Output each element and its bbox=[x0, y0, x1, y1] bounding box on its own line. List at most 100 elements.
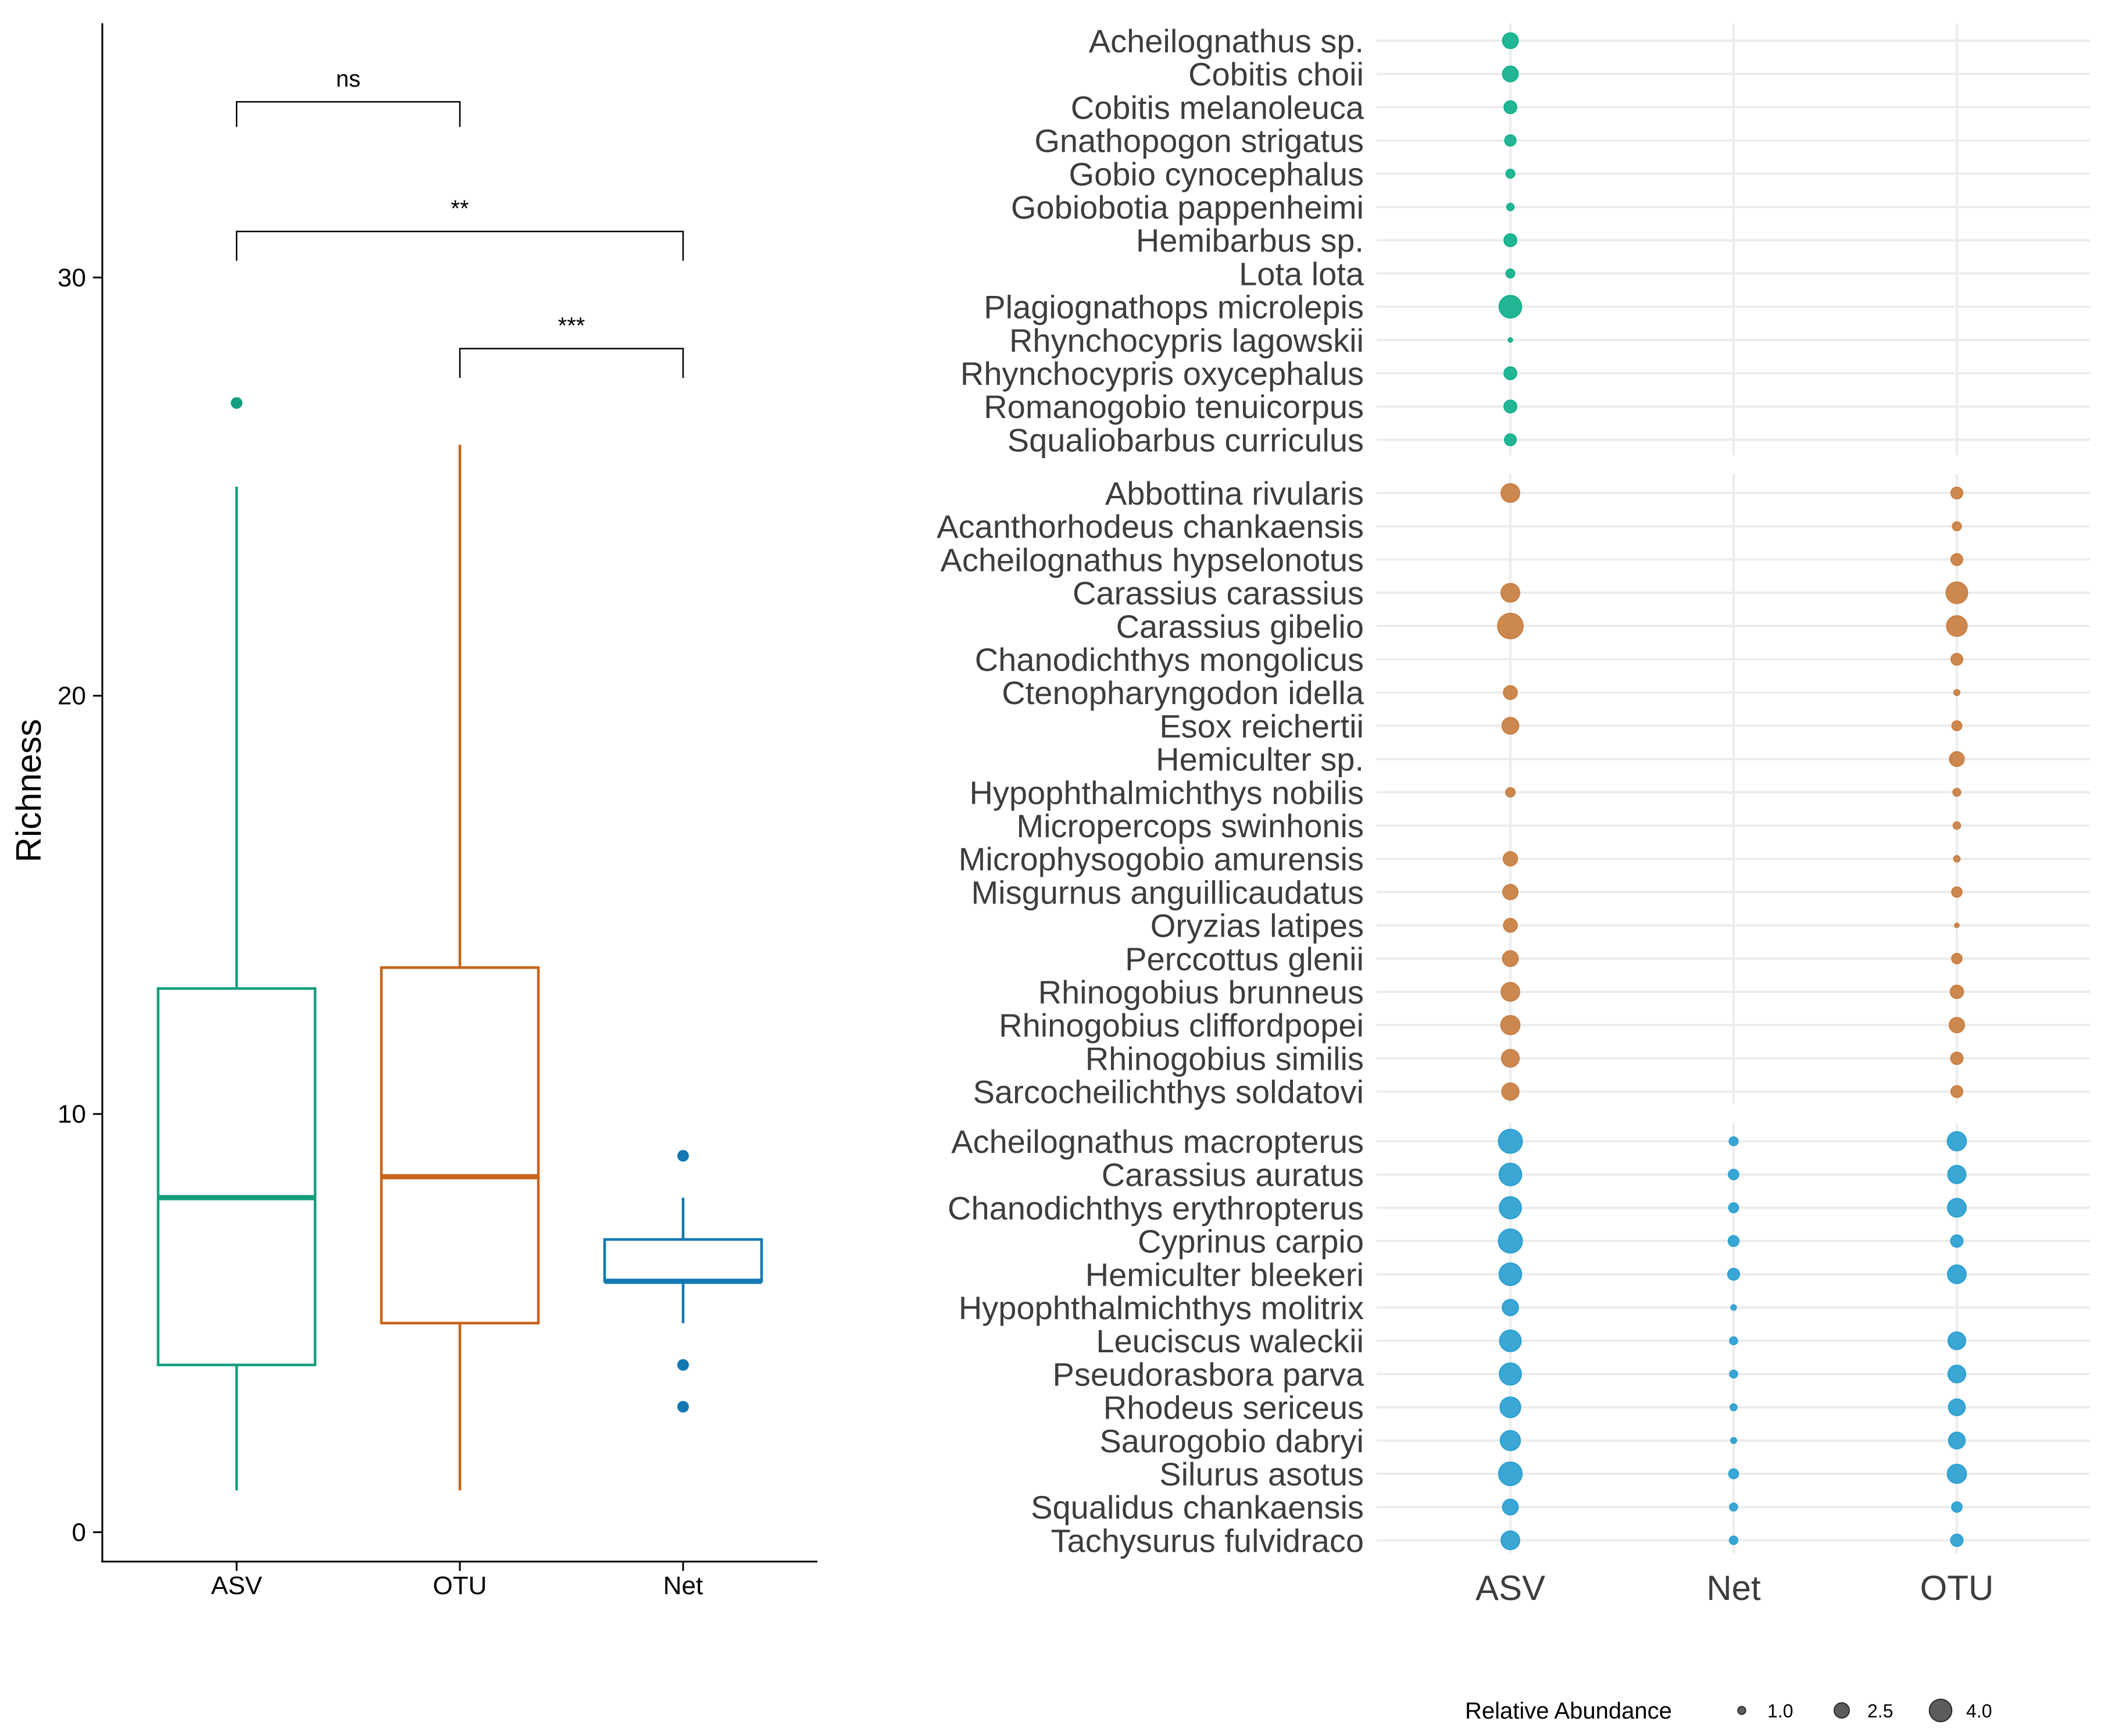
point-hemiculter-sp-otu bbox=[1949, 751, 1965, 767]
y-tick-label-20: 20 bbox=[58, 682, 86, 710]
point-ctenopharyngodon-idella-asv bbox=[1503, 685, 1518, 700]
point-plagiognathops-microlepis-asv bbox=[1498, 295, 1523, 319]
point-tachysurus-fulvidraco-net bbox=[1728, 1535, 1739, 1545]
species-label-hemiculter-sp: Hemiculter sp. bbox=[1156, 741, 1364, 778]
species-label-cobitis-choii: Cobitis choii bbox=[1188, 56, 1364, 92]
legend-item-4.0: 4.0 bbox=[1928, 1698, 1992, 1723]
y-ticks: 0 10 20 30 bbox=[58, 263, 102, 1547]
point-squaliobarbus-curriculus-asv bbox=[1503, 433, 1517, 446]
point-carassius-gibelio-asv bbox=[1497, 612, 1524, 640]
method-labels: ASV Net OTU bbox=[1475, 1569, 1993, 1608]
point-carassius-auratus-otu bbox=[1947, 1165, 1967, 1184]
point-esox-reichertii-otu bbox=[1951, 720, 1963, 731]
species-label-rhodeus-sericeus: Rhodeus sericeus bbox=[1103, 1389, 1364, 1426]
point-microphysogobio-amurensis-asv bbox=[1502, 851, 1519, 867]
point-romanogobio-tenuicorpus-asv bbox=[1503, 399, 1517, 414]
point-rhinogobius-cliffordpopei-otu bbox=[1949, 1017, 1965, 1034]
point-ctenopharyngodon-idella-otu bbox=[1953, 689, 1961, 696]
species-label-silurus-asotus: Silurus asotus bbox=[1159, 1456, 1364, 1492]
legend-dot bbox=[1834, 1702, 1850, 1719]
point-carassius-carassius-otu bbox=[1945, 581, 1968, 605]
point-hemiculter-bleekeri-net bbox=[1727, 1267, 1741, 1281]
species-label-oryzias-latipes: Oryzias latipes bbox=[1151, 908, 1364, 944]
species-label-cyprinus-carpio: Cyprinus carpio bbox=[1138, 1223, 1364, 1260]
point-gobio-cynocephalus-asv bbox=[1505, 169, 1516, 179]
species-label-microphysogobio-amurensis: Microphysogobio amurensis bbox=[959, 841, 1364, 877]
point-misgurnus-anguillicaudatus-asv bbox=[1502, 884, 1519, 901]
abundance-points bbox=[1497, 32, 1968, 1551]
species-label-pseudorasbora-parva: Pseudorasbora parva bbox=[1053, 1356, 1364, 1392]
point-acanthorhodeus-chankaensis-otu bbox=[1952, 521, 1962, 531]
significance-label: ns bbox=[336, 66, 360, 92]
legend-label: 4.0 bbox=[1966, 1701, 1992, 1721]
x-tick-label-otu: OTU bbox=[433, 1571, 487, 1600]
point-oryzias-latipes-otu bbox=[1954, 922, 1960, 928]
point-carassius-gibelio-otu bbox=[1946, 615, 1968, 637]
point-cobitis-melanoleuca-asv bbox=[1503, 100, 1517, 115]
outlier-point bbox=[677, 1359, 689, 1371]
point-chanodichthys-mongolicus-otu bbox=[1950, 652, 1964, 666]
point-leuciscus-waleckii-otu bbox=[1947, 1331, 1967, 1351]
outlier-point bbox=[231, 397, 242, 409]
boxes bbox=[156, 397, 763, 1491]
box-iqr bbox=[156, 987, 317, 1366]
species-label-hypophthalmichthys-nobilis: Hypophthalmichthys nobilis bbox=[969, 774, 1364, 811]
point-perccottus-glenii-otu bbox=[1951, 953, 1963, 965]
species-label-lota-lota: Lota lota bbox=[1239, 255, 1364, 292]
species-label-squaliobarbus-curriculus: Squaliobarbus curriculus bbox=[1007, 422, 1364, 458]
point-oryzias-latipes-asv bbox=[1503, 917, 1518, 933]
legend-item-2.5: 2.5 bbox=[1834, 1701, 1893, 1721]
significance-label: ** bbox=[451, 196, 469, 222]
species-label-sarcocheilichthys-soldatovi: Sarcocheilichthys soldatovi bbox=[973, 1074, 1364, 1110]
species-label-chanodichthys-erythropterus: Chanodichthys erythropterus bbox=[948, 1190, 1364, 1226]
species-label-hemibarbus-sp: Hemibarbus sp. bbox=[1136, 222, 1364, 259]
box-iqr bbox=[380, 966, 540, 1325]
point-rhynchocypris-oxycephalus-asv bbox=[1503, 366, 1517, 380]
point-saurogobio-dabryi-otu bbox=[1948, 1431, 1966, 1450]
point-perccottus-glenii-asv bbox=[1502, 950, 1519, 967]
species-label-acanthorhodeus-chankaensis: Acanthorhodeus chankaensis bbox=[937, 508, 1364, 545]
point-lota-lota-asv bbox=[1505, 268, 1516, 278]
point-pseudorasbora-parva-asv bbox=[1499, 1362, 1522, 1386]
point-silurus-asotus-net bbox=[1728, 1468, 1739, 1480]
species-label-acheilognathus-hypselonotus: Acheilognathus hypselonotus bbox=[940, 541, 1364, 578]
point-silurus-asotus-otu bbox=[1946, 1463, 1967, 1484]
point-silurus-asotus-asv bbox=[1498, 1461, 1523, 1487]
legend-dot bbox=[1737, 1706, 1746, 1715]
species-label-rhynchocypris-lagowskii: Rhynchocypris lagowskii bbox=[1009, 322, 1364, 359]
point-hemiculter-bleekeri-otu bbox=[1947, 1264, 1967, 1284]
point-acheilognathus-sp-asv bbox=[1502, 32, 1519, 49]
y-tick-label-10: 10 bbox=[58, 1100, 86, 1128]
species-label-ctenopharyngodon-idella: Ctenopharyngodon idella bbox=[1002, 674, 1364, 711]
point-acheilognathus-macropterus-net bbox=[1728, 1136, 1739, 1146]
point-cyprinus-carpio-net bbox=[1727, 1235, 1740, 1247]
point-rhinogobius-cliffordpopei-asv bbox=[1500, 1015, 1521, 1035]
species-label-misgurnus-anguillicaudatus: Misgurnus anguillicaudatus bbox=[971, 874, 1364, 910]
point-micropercops-swinhonis-otu bbox=[1952, 821, 1961, 830]
point-saurogobio-dabryi-net bbox=[1730, 1437, 1738, 1444]
legend-title: Relative Abundance bbox=[1465, 1698, 1672, 1724]
point-tachysurus-fulvidraco-asv bbox=[1500, 1530, 1520, 1551]
y-axis-title: Richness bbox=[9, 719, 48, 863]
species-label-gobio-cynocephalus: Gobio cynocephalus bbox=[1069, 156, 1364, 192]
box-iqr bbox=[603, 1238, 763, 1283]
point-chanodichthys-erythropterus-asv bbox=[1499, 1196, 1522, 1220]
point-carassius-carassius-asv bbox=[1500, 583, 1520, 603]
point-cyprinus-carpio-otu bbox=[1950, 1234, 1964, 1248]
bracket-line bbox=[235, 230, 684, 261]
legend-dot bbox=[1928, 1698, 1953, 1723]
species-label-gobiobotia-pappenheimi: Gobiobotia pappenheimi bbox=[1011, 189, 1364, 226]
point-cobitis-choii-asv bbox=[1502, 65, 1519, 83]
species-label-chanodichthys-mongolicus: Chanodichthys mongolicus bbox=[975, 641, 1364, 678]
point-hypophthalmichthys-molitrix-asv bbox=[1502, 1299, 1519, 1316]
point-cyprinus-carpio-asv bbox=[1498, 1228, 1523, 1254]
x-tick-label-net: Net bbox=[663, 1571, 703, 1600]
species-label-acheilognathus-macropterus: Acheilognathus macropterus bbox=[951, 1123, 1364, 1160]
species-label-micropercops-swinhonis: Micropercops swinhonis bbox=[1016, 808, 1364, 844]
point-gobiobotia-pappenheimi-asv bbox=[1506, 202, 1515, 212]
species-label-saurogobio-dabryi: Saurogobio dabryi bbox=[1099, 1423, 1364, 1459]
point-rhodeus-sericeus-net bbox=[1730, 1403, 1738, 1412]
point-rhinogobius-brunneus-otu bbox=[1949, 984, 1964, 999]
